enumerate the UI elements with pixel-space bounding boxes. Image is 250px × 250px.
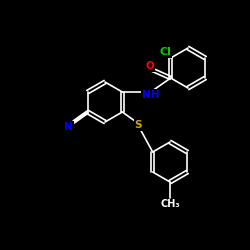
Text: S: S <box>134 120 142 130</box>
Text: NH: NH <box>142 90 160 100</box>
Text: CH₃: CH₃ <box>160 199 180 209</box>
Text: O: O <box>145 61 154 71</box>
Text: N: N <box>64 122 73 132</box>
Text: Cl: Cl <box>160 47 172 57</box>
